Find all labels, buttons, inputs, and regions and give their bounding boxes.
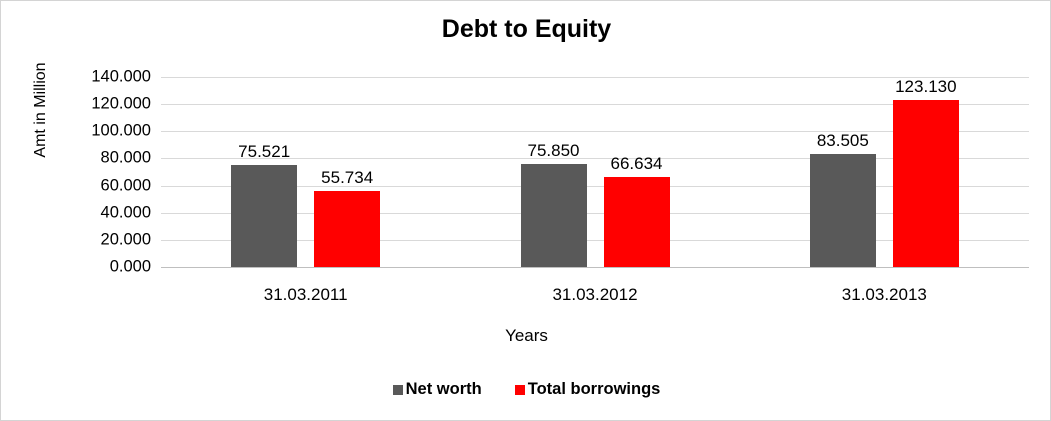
bar-net-worth[interactable] [809, 153, 876, 267]
y-axis-tick-label: 80.000 [100, 148, 151, 167]
chart-legend: Net worth Total borrowings [1, 380, 1050, 399]
x-axis-title: Years [505, 326, 548, 345]
gridline [161, 104, 1029, 106]
y-axis-title: Amt in Million [32, 62, 49, 158]
bar-value-label: 123.130 [895, 76, 957, 96]
x-axis-tick-label: 31.03.2011 [263, 285, 348, 304]
bar-total-borrowings[interactable] [603, 176, 670, 267]
y-axis-tick-label: 0.000 [109, 257, 151, 276]
chart-title: Debt to Equity [441, 15, 612, 43]
gridline [161, 158, 1029, 160]
y-axis-tick-label: 120.000 [91, 94, 151, 113]
bar-value-label: 75.521 [238, 141, 291, 161]
bar-total-borrowings[interactable] [892, 99, 959, 267]
y-axis-tick-label: 140.000 [91, 67, 151, 86]
bar-value-label: 66.634 [610, 153, 663, 173]
plot-area: 75.521 55.734 75.850 66.634 83.505 123.130 [161, 76, 1029, 268]
legend-item-total-borrowings[interactable]: Total borrowings [514, 380, 661, 399]
legend-swatch-icon [392, 384, 403, 395]
gridline [161, 239, 1029, 241]
bar-value-label: 75.850 [527, 141, 580, 161]
bar-net-worth[interactable] [231, 164, 298, 267]
y-axis-tick-label: 40.000 [100, 203, 151, 222]
gridline [161, 77, 1029, 78]
y-axis-tick-labels: 140.000 120.000 100.000 80.000 60.000 40.000 2… [63, 1, 151, 420]
y-axis-tick-label: 20.000 [100, 230, 151, 249]
bar-net-worth[interactable] [520, 164, 587, 267]
x-axis-tick-label: 31.03.2013 [841, 285, 927, 304]
bar-value-label: 83.505 [816, 130, 869, 150]
bar-value-label: 55.734 [321, 168, 374, 188]
gridline [161, 185, 1029, 187]
x-axis-tick-label: 31.03.2012 [552, 285, 638, 304]
legend-label: Total borrowings [527, 380, 661, 398]
gridline [161, 131, 1029, 133]
legend-swatch-icon [514, 384, 525, 395]
y-axis-tick-label: 100.000 [91, 121, 151, 140]
bar-total-borrowings[interactable] [314, 191, 381, 267]
y-axis-tick-label: 60.000 [100, 176, 151, 195]
legend-label: Net worth [405, 380, 482, 398]
x-axis-line [161, 267, 1029, 268]
legend-item-net-worth[interactable]: Net worth [392, 380, 482, 399]
gridline [161, 212, 1029, 214]
